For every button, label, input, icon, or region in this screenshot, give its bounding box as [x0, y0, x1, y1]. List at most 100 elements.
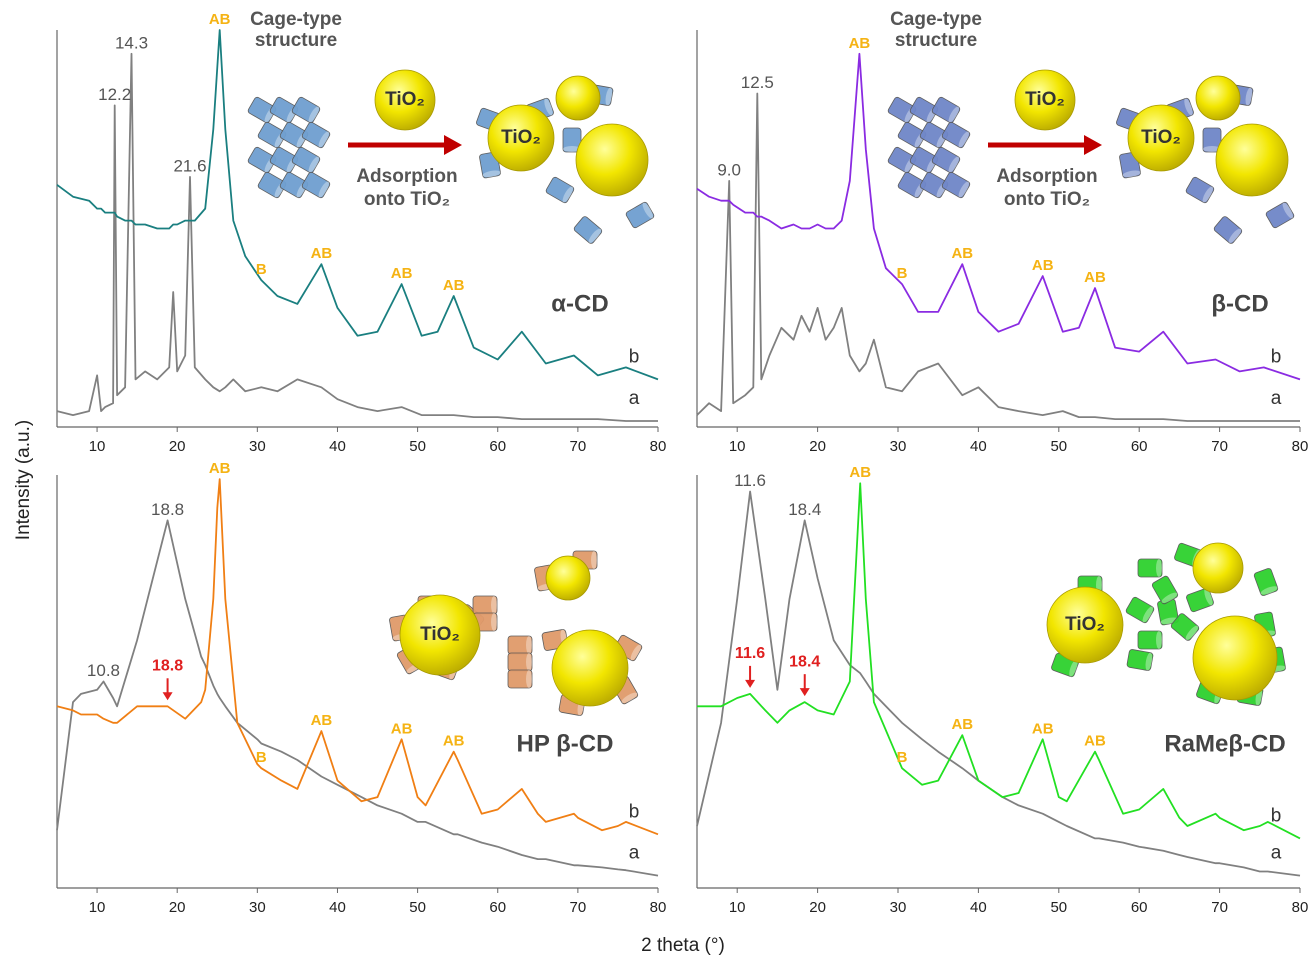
- x-tick-label: 30: [249, 899, 266, 916]
- adsorption-caption: onto TiO₂: [364, 189, 450, 210]
- x-tick-label: 80: [650, 438, 667, 455]
- peak-label: B: [256, 261, 267, 278]
- peak-label: AB: [849, 464, 871, 481]
- tio2-particle: [552, 630, 628, 706]
- structure-caption: structure: [255, 30, 337, 51]
- x-tick-label: 20: [169, 438, 186, 455]
- cyclodextrin-rim: [526, 636, 532, 654]
- structure-caption: structure: [895, 30, 977, 51]
- tio2-label: TiO₂: [1025, 89, 1065, 110]
- cyclodextrin: [508, 636, 532, 654]
- x-tick-label: 30: [890, 438, 907, 455]
- x-tick-label: 80: [1292, 438, 1309, 455]
- peak-label: AB: [1032, 257, 1054, 274]
- x-tick-label: 60: [1131, 438, 1148, 455]
- cyclodextrin: [508, 670, 532, 688]
- x-tick-label: 70: [1211, 438, 1228, 455]
- x-tick-label: 30: [249, 438, 266, 455]
- tio2-particle: [1196, 76, 1240, 120]
- x-tick-label: 10: [89, 899, 106, 916]
- peak-label: B: [897, 749, 908, 766]
- cyclodextrin: [508, 653, 532, 671]
- sample-label: α-CD: [551, 290, 608, 317]
- peak-label: B: [897, 265, 908, 282]
- tio2-label: TiO₂: [420, 624, 460, 645]
- peak-label: 11.6: [734, 471, 766, 490]
- x-tick-label: 80: [650, 899, 667, 916]
- x-tick-label: 70: [1211, 899, 1228, 916]
- peak-label: AB: [1084, 733, 1106, 750]
- peak-label: AB: [391, 720, 413, 737]
- x-axis-label: 2 theta (°): [641, 935, 725, 956]
- cyclodextrin: [473, 596, 497, 614]
- x-tick-label: 70: [570, 899, 587, 916]
- arrow-label: 11.6: [735, 645, 765, 662]
- x-tick-label: 60: [1131, 899, 1148, 916]
- peak-label: AB: [951, 245, 973, 262]
- structure-caption: Cage-type: [890, 9, 982, 30]
- adsorption-caption: onto TiO₂: [1004, 189, 1090, 210]
- peak-label: B: [256, 749, 267, 766]
- x-tick-label: 40: [970, 438, 987, 455]
- peak-label: 14.3: [115, 33, 148, 52]
- adsorption-caption: Adsorption: [996, 166, 1097, 187]
- cyclodextrin-rim: [491, 596, 497, 614]
- tio2-particle: [556, 76, 600, 120]
- peak-label: AB: [209, 460, 231, 477]
- tio2-particle: [546, 556, 590, 600]
- x-tick-label: 70: [570, 438, 587, 455]
- sample-label: β-CD: [1211, 290, 1268, 317]
- series-name: b: [629, 346, 640, 367]
- peak-label: 18.4: [788, 500, 821, 519]
- x-tick-label: 50: [409, 438, 426, 455]
- series-name: a: [1271, 843, 1282, 864]
- cyclodextrin: [1138, 631, 1162, 649]
- series-name: b: [1271, 346, 1282, 367]
- tio2-particle: [1216, 124, 1288, 196]
- tio2-label: TiO₂: [1141, 127, 1181, 148]
- series-name: a: [1271, 388, 1282, 409]
- x-tick-label: 10: [729, 899, 746, 916]
- x-tick-label: 20: [809, 438, 826, 455]
- x-tick-label: 20: [809, 899, 826, 916]
- x-tick-label: 50: [1050, 899, 1067, 916]
- peak-label: 21.6: [173, 156, 206, 175]
- tio2-particle: [1193, 543, 1243, 593]
- x-tick-label: 40: [329, 438, 346, 455]
- x-tick-label: 10: [729, 438, 746, 455]
- peak-label: AB: [443, 277, 465, 294]
- x-tick-label: 40: [329, 899, 346, 916]
- tio2-label: TiO₂: [1065, 614, 1105, 635]
- background: [0, 0, 1312, 961]
- x-tick-label: 60: [489, 899, 506, 916]
- sample-label: HP β-CD: [517, 730, 614, 757]
- peak-label: AB: [1032, 720, 1054, 737]
- figure: 2 theta (°) Intensity (a.u.) Cage-typest…: [0, 0, 1312, 961]
- sample-label: RaMeβ-CD: [1164, 730, 1285, 757]
- tio2-particle: [576, 124, 648, 196]
- x-tick-label: 40: [970, 899, 987, 916]
- cyclodextrin: [1127, 649, 1154, 671]
- peak-label: 12.2: [98, 85, 131, 104]
- peak-label: AB: [311, 712, 333, 729]
- peak-label: AB: [1084, 269, 1106, 286]
- peak-label: 9.0: [717, 160, 741, 179]
- x-tick-label: 80: [1292, 899, 1309, 916]
- cyclodextrin-rim: [1156, 631, 1162, 649]
- peak-label: AB: [209, 11, 231, 28]
- series-name: a: [629, 843, 640, 864]
- y-axis-label: Intensity (a.u.): [13, 420, 34, 540]
- cyclodextrin-rim: [591, 551, 597, 569]
- peak-label: 10.8: [87, 661, 120, 680]
- cyclodextrin-rim: [526, 653, 532, 671]
- cyclodextrin: [1138, 559, 1162, 577]
- x-tick-label: 60: [489, 438, 506, 455]
- series-name: a: [629, 388, 640, 409]
- x-tick-label: 20: [169, 899, 186, 916]
- adsorption-caption: Adsorption: [356, 166, 457, 187]
- cyclodextrin-rim: [491, 613, 497, 631]
- cyclodextrin-rim: [1156, 559, 1162, 577]
- peak-label: AB: [443, 733, 465, 750]
- peak-label: AB: [951, 716, 973, 733]
- cyclodextrin-rim: [526, 670, 532, 688]
